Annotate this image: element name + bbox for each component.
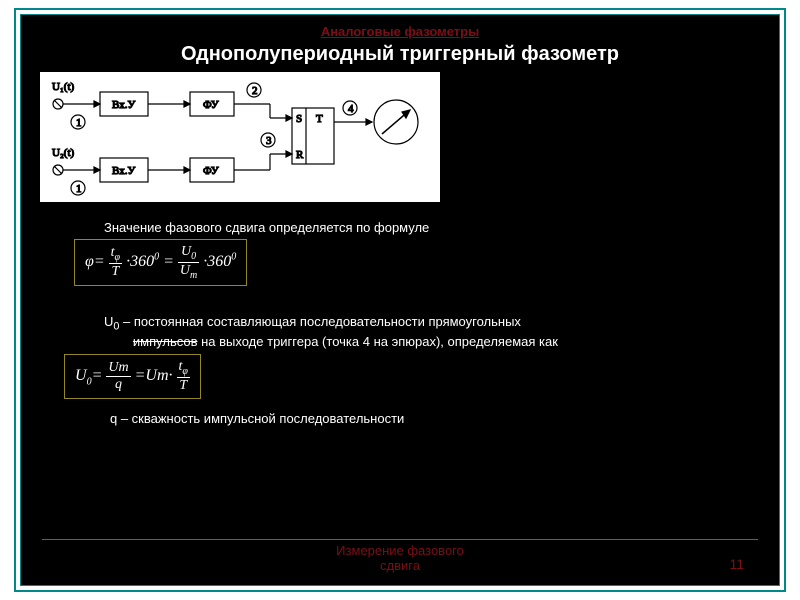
desc-2: U0 – постоянная составляющая последовате… (104, 314, 758, 350)
page-number: 11 (729, 556, 744, 572)
footer-divider (42, 539, 758, 540)
point-4: 4 (348, 103, 354, 115)
footer-title: Измерение фазовогосдвига (20, 543, 780, 574)
trigger-r: R (296, 149, 304, 161)
point-1b: 1 (76, 183, 82, 195)
point-1a: 1 (76, 117, 82, 129)
block-fu-1: ФУ (203, 99, 219, 111)
point-3: 3 (266, 135, 272, 147)
formula-2: U0= Umq =Um· tφT (64, 354, 201, 399)
desc-3: q – скважность импульсной последовательн… (110, 411, 758, 426)
header-link[interactable]: Аналоговые фазометры (42, 24, 758, 39)
block-fu-2: ФУ (203, 165, 219, 177)
block-vxu-2: Вх.У (112, 165, 135, 177)
point-2: 2 (252, 85, 258, 97)
trigger-s: S (296, 113, 302, 125)
formula-1: φ= tφT ·3600 = U0Um ·3600 (74, 239, 247, 286)
block-diagram: U₁(t) Вх.У 1 ФУ 2 U₂(t) Вх.У 1 (40, 72, 440, 202)
u1-label: U₁(t) (52, 81, 74, 93)
page-title: Однополупериодный триггерный фазометр (42, 43, 758, 66)
u2-label: U₂(t) (52, 147, 74, 159)
desc-1: Значение фазового сдвига определяется по… (104, 220, 758, 235)
block-vxu-1: Вх.У (112, 99, 135, 111)
slide-content: Аналоговые фазометры Однополупериодный т… (20, 14, 780, 586)
trigger-t: T (316, 113, 323, 125)
